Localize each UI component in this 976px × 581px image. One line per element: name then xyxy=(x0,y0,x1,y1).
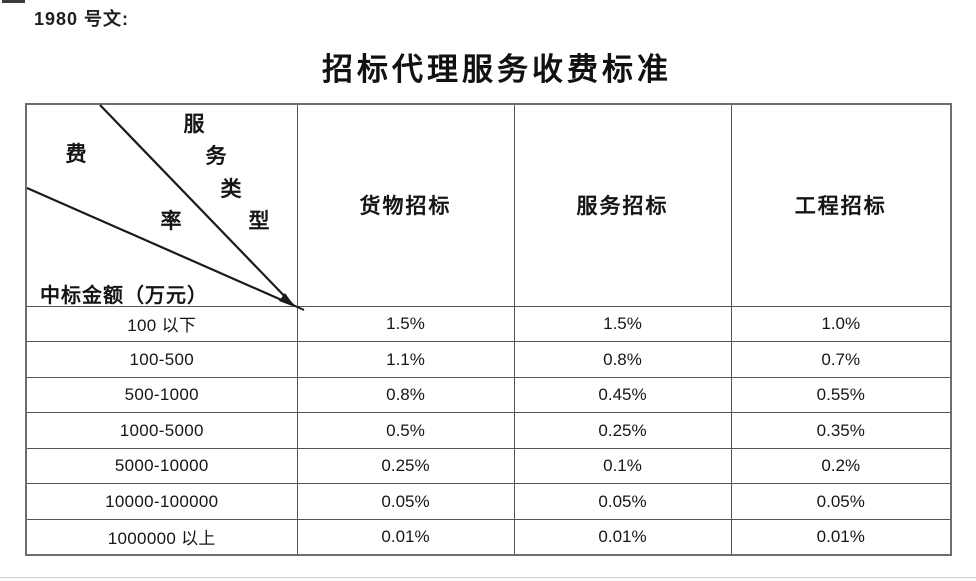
service-rate-cell: 0.45% xyxy=(513,376,732,414)
goods-rate-cell: 1.5% xyxy=(296,305,515,343)
column-header-service: 服务招标 xyxy=(513,103,732,307)
table-row: 1000-5000 0.5% 0.25% 0.35% xyxy=(25,412,952,449)
corner-label-fee-rate-char: 费 xyxy=(65,142,87,166)
column-header-engineering: 工程招标 xyxy=(730,103,952,307)
diagonal-divider-lines xyxy=(26,104,305,311)
engineering-rate-cell: 0.55% xyxy=(730,376,952,414)
service-rate-cell: 0.25% xyxy=(513,412,732,449)
arrowhead xyxy=(279,293,295,307)
goods-rate-cell: 0.01% xyxy=(296,518,515,556)
goods-rate-cell: 1.1% xyxy=(296,341,515,378)
engineering-rate-cell: 0.2% xyxy=(730,447,952,485)
corner-label-service-type-char: 类 xyxy=(220,177,242,201)
table-row: 5000-10000 0.25% 0.1% 0.2% xyxy=(25,447,952,485)
page-bottom-edge xyxy=(0,577,976,578)
engineering-rate-cell: 0.35% xyxy=(730,412,952,449)
fee-table: 服 务 类 型 费 率 中标金额（万元） 货物招标 服务招标 工程招标 100 … xyxy=(25,103,952,556)
page-title: 招标代理服务收费标准 xyxy=(322,52,672,87)
goods-rate-cell: 0.8% xyxy=(296,376,515,414)
corner-row-axis-label: 中标金额（万元） xyxy=(40,285,208,307)
table-corner-cell: 服 务 类 型 费 率 中标金额（万元） xyxy=(25,103,305,311)
amount-range-cell: 100 以下 xyxy=(25,305,298,343)
table-row: 100-500 1.1% 0.8% 0.7% xyxy=(25,341,952,378)
column-header-goods: 货物招标 xyxy=(296,103,515,307)
service-rate-cell: 0.05% xyxy=(513,483,732,520)
amount-range-cell: 100-500 xyxy=(25,341,298,378)
corner-label-fee-rate-char: 率 xyxy=(160,209,182,233)
goods-rate-cell: 0.25% xyxy=(296,447,515,485)
amount-range-cell: 1000-5000 xyxy=(25,412,298,449)
corner-label-service-type-char: 型 xyxy=(248,209,270,233)
amount-range-cell: 1000000 以上 xyxy=(25,518,298,556)
service-rate-cell: 0.1% xyxy=(513,447,732,485)
engineering-rate-cell: 0.01% xyxy=(730,518,952,556)
engineering-rate-cell: 0.7% xyxy=(730,341,952,378)
table-row: 500-1000 0.8% 0.45% 0.55% xyxy=(25,376,952,414)
service-rate-cell: 0.8% xyxy=(513,341,732,378)
table-header-row: 服 务 类 型 费 率 中标金额（万元） 货物招标 服务招标 工程招标 xyxy=(25,103,952,311)
amount-range-cell: 10000-100000 xyxy=(25,483,298,520)
table-row: 100 以下 1.5% 1.5% 1.0% xyxy=(25,305,952,343)
engineering-rate-cell: 1.0% xyxy=(730,305,952,343)
table-row: 10000-100000 0.05% 0.05% 0.05% xyxy=(25,483,952,520)
amount-range-cell: 500-1000 xyxy=(25,376,298,414)
corner-label-service-type-char: 务 xyxy=(205,144,227,168)
goods-rate-cell: 0.5% xyxy=(296,412,515,449)
table-row: 1000000 以上 0.01% 0.01% 0.01% xyxy=(25,518,952,556)
doc-number-label: 1980 号文: xyxy=(34,9,130,29)
goods-rate-cell: 0.05% xyxy=(296,483,515,520)
amount-range-cell: 5000-10000 xyxy=(25,447,298,485)
corner-label-service-type-char: 服 xyxy=(183,112,205,136)
engineering-rate-cell: 0.05% xyxy=(730,483,952,520)
page-edge-artifact xyxy=(2,0,25,3)
service-rate-cell: 1.5% xyxy=(513,305,732,343)
service-rate-cell: 0.01% xyxy=(513,518,732,556)
